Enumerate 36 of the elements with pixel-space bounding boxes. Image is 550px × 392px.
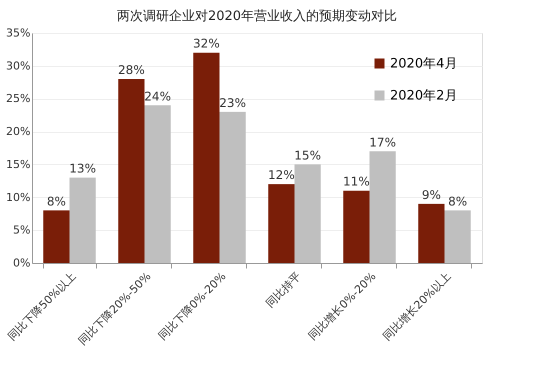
- y-tick-label: 10%: [6, 190, 30, 204]
- chart-title: 两次调研企业对2020年营业收入的预期变动对比: [116, 9, 398, 24]
- y-tick-label: 35%: [6, 26, 30, 40]
- bar: [343, 190, 370, 263]
- data-label: 28%: [118, 63, 145, 77]
- data-label: 17%: [369, 135, 396, 150]
- bar: [370, 151, 396, 263]
- data-label: 15%: [294, 148, 321, 162]
- bar: [294, 164, 321, 263]
- bar: [220, 112, 246, 263]
- data-label: 24%: [144, 89, 171, 104]
- data-label: 8%: [448, 194, 468, 208]
- bar: [118, 79, 144, 263]
- y-tick-label: 15%: [6, 158, 30, 171]
- bar: [70, 178, 96, 263]
- y-tick-label: 20%: [6, 125, 30, 138]
- data-label: 23%: [219, 96, 246, 110]
- data-label: 8%: [46, 194, 66, 208]
- data-label: 12%: [268, 168, 295, 182]
- bar: [444, 210, 471, 263]
- y-tick-label: 5%: [13, 224, 30, 237]
- data-label: 32%: [193, 36, 220, 51]
- bar: [43, 210, 70, 263]
- y-tick-label: 30%: [6, 59, 30, 72]
- bar: [268, 184, 294, 263]
- y-tick-label: 25%: [6, 92, 30, 106]
- bar: [418, 204, 444, 263]
- bar: [144, 105, 171, 263]
- data-label: 9%: [422, 188, 441, 202]
- data-label: 11%: [343, 174, 370, 189]
- legend-label: 2020年4月: [390, 56, 458, 72]
- x-tick-label: 同比持平: [263, 270, 304, 310]
- bar: [193, 52, 220, 263]
- legend-label: 2020年2月: [390, 88, 458, 104]
- data-label: 13%: [69, 162, 96, 176]
- y-tick-label: 0%: [13, 256, 30, 270]
